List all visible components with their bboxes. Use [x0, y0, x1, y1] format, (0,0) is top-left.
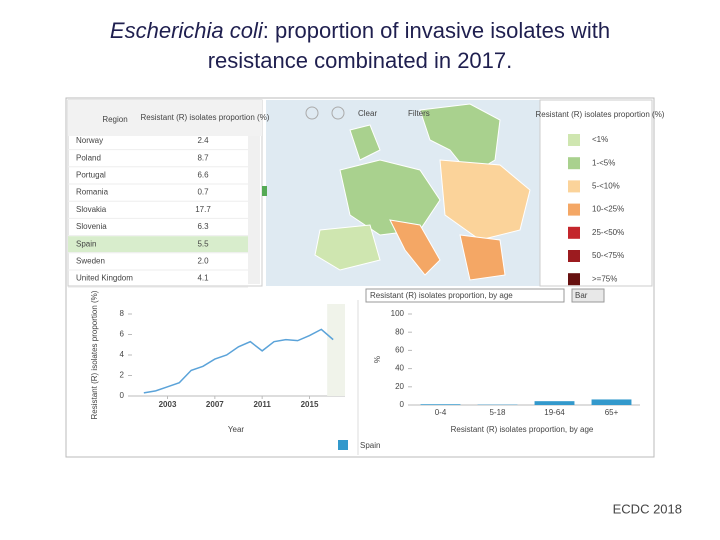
y-tick-label: 0	[400, 400, 405, 409]
y-tick-label: 80	[395, 327, 404, 336]
legend-swatch	[338, 440, 348, 450]
table-cell: 6.6	[197, 171, 209, 180]
bar	[534, 401, 575, 405]
country	[459, 234, 506, 281]
table-header	[68, 100, 262, 136]
x-tick-label: 0-4	[435, 408, 447, 417]
scrollbar[interactable]	[248, 136, 260, 284]
legend-label: 50-<75%	[592, 251, 624, 260]
legend-swatch	[568, 250, 580, 262]
legend-label: 25-<50%	[592, 228, 624, 237]
y-tick-label: 6	[120, 330, 125, 339]
y-axis-label: Resistant (R) isolates proportion (%)	[90, 290, 99, 419]
x-tick-label: 2015	[301, 400, 319, 409]
table-cell: Poland	[76, 153, 101, 162]
legend-label: 1-<5%	[592, 158, 615, 167]
y-tick-label: 2	[120, 371, 125, 380]
legend-swatch	[568, 203, 580, 216]
legend-swatch	[568, 134, 580, 146]
dropdown[interactable]	[365, 288, 565, 303]
toolbar-button[interactable]: Filters	[408, 109, 430, 118]
table-cell: Portugal	[76, 171, 106, 180]
legend-label: <1%	[592, 135, 608, 144]
table-cell: 4.1	[197, 274, 209, 283]
table-cell: 2.4	[197, 136, 209, 145]
zoom-icon[interactable]	[331, 106, 345, 120]
table-cell: Romania	[76, 188, 109, 197]
table-cell: 5.5	[197, 239, 209, 248]
x-tick-label: 2007	[206, 400, 224, 409]
table-cell: Slovenia	[76, 222, 107, 231]
table-cell: 8.7	[197, 153, 209, 162]
table-header-cell: Region	[102, 115, 127, 124]
y-axis-label: %	[373, 356, 382, 363]
line	[143, 328, 334, 394]
table-cell: 17.7	[195, 205, 211, 214]
country	[439, 159, 531, 241]
map-legend-panel	[539, 99, 653, 287]
x-tick-label: 2011	[253, 400, 271, 409]
x-axis-label: Resistant (R) isolates proportion, by ag…	[451, 425, 594, 434]
chart-type-text: Bar	[575, 291, 588, 300]
legend-swatch	[568, 226, 580, 239]
legend-label: 10-<25%	[592, 205, 624, 214]
panel-toggle[interactable]	[262, 186, 267, 196]
table-cell: Slovakia	[76, 205, 107, 214]
title-italic: Escherichia coli	[110, 18, 264, 43]
country	[339, 159, 441, 236]
plot-shade	[327, 304, 345, 396]
y-tick-label: 40	[395, 364, 404, 373]
x-tick-label: 19-64	[544, 408, 565, 417]
map-toolbar: Clear Filters	[305, 106, 430, 120]
chart-type-button[interactable]	[571, 288, 605, 303]
bar	[420, 404, 461, 405]
legend-swatch	[568, 273, 580, 286]
y-tick-label: 100	[391, 309, 405, 318]
toolbar-button[interactable]: Clear	[358, 109, 377, 118]
country	[314, 224, 381, 271]
table-cell: 2.0	[197, 257, 209, 266]
table-cell: Spain	[76, 239, 96, 248]
x-tick-label: 65+	[605, 408, 619, 417]
table-cell: 6.3	[197, 222, 209, 231]
x-axis-label: Year	[228, 425, 245, 434]
x-tick-label: 2003	[159, 400, 177, 409]
y-tick-label: 20	[395, 382, 404, 391]
y-tick-label: 0	[120, 391, 125, 400]
map-shapes	[314, 103, 531, 281]
table-cell: United Kingdom	[76, 274, 133, 283]
title-line-2: resistance combinated in 2017.	[208, 48, 513, 73]
x-tick-label: 5-18	[489, 408, 506, 417]
legend-label: 5-<10%	[592, 182, 620, 191]
footer: ECDC 2018	[613, 501, 682, 516]
title-line-1: Escherichia coli: proportion of invasive…	[110, 18, 610, 43]
legend-label: Spain	[360, 441, 380, 450]
y-tick-label: 60	[395, 346, 404, 355]
zoom-icon[interactable]	[305, 106, 319, 120]
country	[349, 124, 381, 161]
y-tick-label: 8	[120, 309, 125, 318]
legend-label: >=75%	[592, 274, 617, 283]
y-tick-label: 4	[120, 350, 125, 359]
dropdown-text: Resistant (R) isolates proportion, by ag…	[370, 291, 513, 300]
selected-row	[68, 236, 248, 253]
legend-swatch	[568, 180, 580, 193]
table-cell: Sweden	[76, 257, 105, 266]
table-cell: 0.7	[197, 188, 209, 197]
table-header-cell: Resistant (R) isolates proportion (%)	[141, 113, 270, 122]
table-cell: Norway	[76, 136, 103, 145]
country	[389, 219, 441, 276]
legend-swatch	[568, 157, 580, 170]
bar	[591, 399, 632, 405]
map-legend-title: Resistant (R) isolates proportion (%)	[536, 110, 665, 119]
title-text: : proportion of invasive isolates with	[263, 18, 610, 43]
